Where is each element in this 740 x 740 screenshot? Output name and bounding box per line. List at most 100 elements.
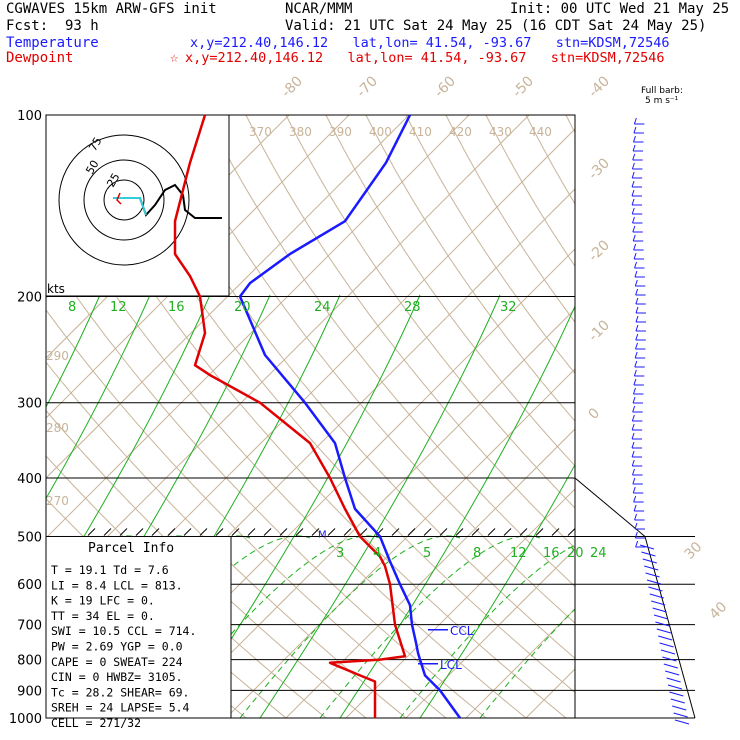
wind-barb-staff	[633, 504, 637, 512]
wind-barb-staff	[633, 117, 637, 125]
pressure-tick-label: 1000	[9, 712, 42, 727]
mixing-ratio-label: 8	[473, 546, 481, 561]
level-hatch	[519, 528, 528, 536]
theta-label: 270	[46, 494, 69, 508]
wind-barb-staff	[634, 270, 638, 278]
hodograph-units: kts	[47, 282, 65, 296]
level-hatch	[343, 528, 352, 536]
mixing-ratio-label: 12	[510, 546, 527, 561]
wind-barb-staff	[632, 477, 636, 485]
wind-barb-staff	[635, 324, 639, 332]
pressure-tick-label: 100	[17, 109, 42, 124]
dry-adiabat-line	[726, 115, 740, 718]
wind-barb-staff	[635, 540, 639, 548]
theta-label: 420	[449, 125, 472, 139]
hodograph-ring-label: 25	[104, 171, 122, 190]
wind-barb-staff	[635, 297, 639, 305]
dry-adiabat-line	[445, 115, 575, 323]
wind-barb-staff	[632, 468, 635, 476]
mixing-ratio-label: 5	[423, 546, 431, 561]
plot-frame	[45, 114, 696, 719]
theta-label: 370	[249, 125, 272, 139]
wind-barb-staff	[634, 279, 638, 287]
wind-barb-staff	[673, 712, 688, 718]
dry-adiabat-line	[165, 115, 575, 624]
parcel-row: CAPE = 0 SWEAT= 224	[51, 655, 183, 669]
level-hatch	[535, 528, 544, 536]
level-hatch	[551, 528, 560, 536]
wind-barb-staff	[632, 153, 636, 161]
theta-label: 280	[46, 421, 69, 435]
wind-barb-staff	[631, 207, 635, 215]
moist-adiabat-line	[479, 608, 575, 718]
level-hatch	[567, 528, 576, 536]
model-title: CGWAVES 15km ARW-GFS init	[6, 1, 217, 17]
theta-label: 390	[329, 125, 352, 139]
hodograph-ring	[58, 134, 190, 266]
wind-barb-staff	[667, 684, 683, 690]
isotherm-line	[586, 115, 740, 718]
wind-barb-staff	[666, 677, 681, 683]
level-hatch	[263, 528, 272, 536]
isotherm-line	[46, 115, 410, 479]
pressure-tick-label: 700	[17, 619, 42, 634]
level-hatch	[215, 528, 224, 536]
dewpoint-profile	[173, 114, 407, 718]
isotherm-line	[646, 115, 740, 718]
level-hatch	[455, 528, 464, 536]
hodograph-ring	[103, 179, 145, 221]
wind-barb-staff	[633, 369, 637, 377]
level-hatch	[87, 528, 96, 536]
mixing-ratio-label: 8	[68, 300, 76, 315]
wind-barb-staff	[632, 405, 636, 413]
wind-barb-staff	[651, 600, 666, 606]
parcel-row: LI = 8.4 LCL = 813.	[51, 578, 183, 592]
pressure-tick-label: 400	[17, 472, 42, 487]
mixing-ratio-label: 20	[567, 546, 584, 561]
wind-barb-staff	[659, 642, 674, 648]
mixing-ratio-line	[46, 294, 101, 409]
isotherm-line	[46, 115, 470, 539]
pressure-tick-label: 500	[17, 530, 42, 545]
barb-note-2: 5 m s⁻¹	[645, 96, 679, 106]
wind-barb-staff	[672, 705, 687, 711]
sounding-profiles	[173, 114, 462, 719]
wind-barb-staff	[635, 342, 638, 350]
wind-barb-staff	[645, 572, 660, 578]
dry-adiabat-line	[0, 115, 6, 718]
theta-label: 410	[409, 125, 432, 139]
mixing-ratio-label: 4	[373, 546, 381, 561]
wind-barb-staff	[644, 565, 659, 571]
wind-barb-staff	[634, 351, 638, 359]
isotherm-label: -60	[432, 73, 459, 100]
wind-barb-staff	[634, 261, 638, 269]
wind-barb-staff	[631, 198, 635, 206]
wind-barb-staff	[631, 441, 635, 449]
isotherm-line	[165, 308, 575, 718]
melting-level-mark: M	[318, 529, 327, 540]
mixing-ratio-line	[339, 304, 575, 718]
parcel-row: K = 19 LFC = 0.	[51, 594, 155, 608]
dry-adiabat-line	[686, 115, 740, 718]
isotherm-line	[345, 488, 575, 718]
level-hatch	[391, 528, 400, 536]
ccl-label: CCL	[450, 624, 474, 638]
isotherm-label: 30	[682, 539, 706, 563]
level-hatch	[407, 528, 416, 536]
wind-barb-staff	[632, 225, 636, 233]
mixing-ratio-label: 12	[110, 300, 127, 315]
isotherm-label: -50	[510, 73, 537, 100]
level-hatch	[311, 528, 320, 536]
dewpoint-label: Dewpoint	[6, 50, 74, 66]
wind-barb-staff	[634, 522, 638, 530]
wind-barb-staff	[631, 180, 635, 188]
wind-barb-staff	[635, 333, 639, 341]
dry-adiabat-line	[485, 115, 575, 267]
level-hatch	[279, 528, 288, 536]
pressure-tick-label: 900	[17, 684, 42, 699]
mixing-ratio-line	[259, 294, 501, 718]
wind-barb-staff	[641, 551, 656, 557]
theta-label: 430	[489, 125, 512, 139]
wind-barb-staff	[632, 216, 635, 224]
